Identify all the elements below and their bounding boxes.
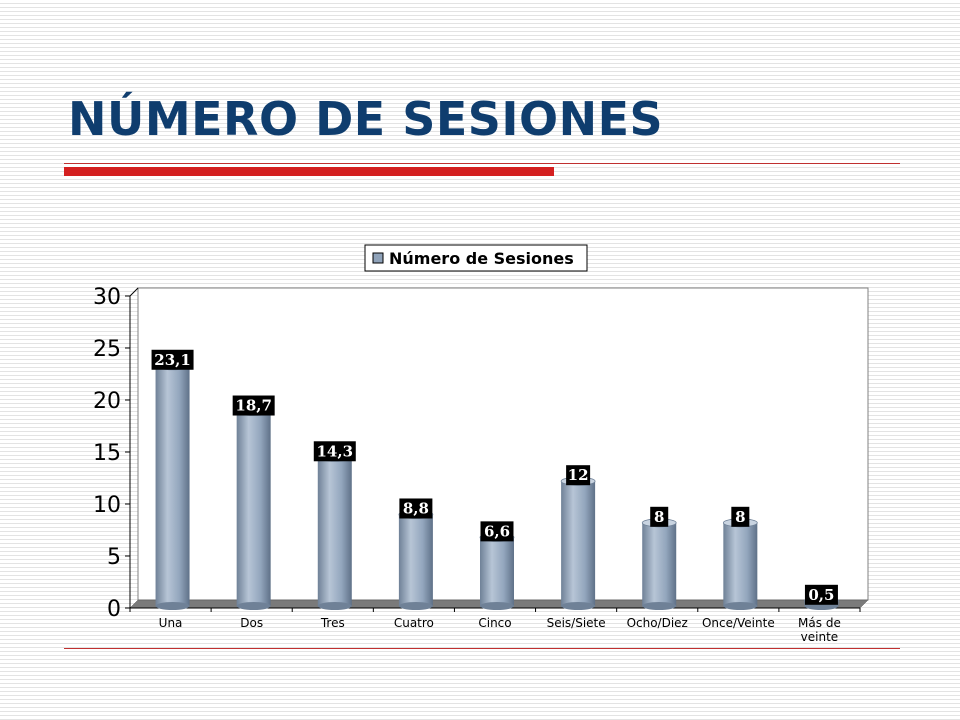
bar-body (561, 481, 596, 606)
bar-body (642, 522, 677, 606)
y-tick-label: 10 (93, 493, 121, 518)
data-label-bg (232, 395, 275, 416)
data-label: 14,3 (317, 442, 354, 460)
x-tick-label: Cuatro (394, 616, 434, 630)
data-label: 23,1 (154, 351, 191, 369)
data-label-bg (313, 441, 356, 462)
bar-base (642, 602, 677, 610)
x-tick-label: Once/Veinte (702, 616, 775, 630)
y-tick-label: 15 (93, 441, 121, 466)
title-divider-line (64, 163, 900, 164)
y-tick-label: 5 (107, 545, 121, 570)
data-label: 8 (735, 508, 745, 526)
bar-base (236, 602, 271, 610)
data-label-bg (566, 465, 591, 486)
x-tick-label: Más de (798, 616, 841, 630)
data-label: 12 (568, 466, 589, 484)
data-label: 18,7 (235, 397, 272, 415)
bar-base (155, 602, 190, 610)
bar-base (480, 602, 514, 610)
data-label-bg (480, 521, 514, 542)
x-tick-label: Cinco (478, 616, 511, 630)
bar-chart: Número de Sesiones 0 5 10 15 20 25 30 Una 23,1 Dos… (93, 244, 869, 644)
bar-base (317, 602, 352, 610)
bar-base (398, 602, 433, 610)
legend-label: Número de Sesiones (389, 249, 574, 268)
footer-divider-line (64, 648, 900, 649)
legend-swatch (372, 252, 384, 264)
bar-body (236, 411, 271, 606)
data-label-bg (731, 506, 750, 527)
data-label-bg (804, 584, 838, 605)
x-tick-label: Tres (320, 616, 345, 630)
y-tick-label: 30 (93, 285, 121, 310)
data-label: 8,8 (403, 499, 429, 517)
bar-body (398, 514, 433, 606)
bar-body (317, 457, 352, 606)
x-tick-label: Una (159, 616, 183, 630)
data-label-bg (399, 498, 433, 519)
legend-box (364, 244, 588, 272)
bar-base (723, 602, 758, 610)
y-tick-label: 0 (107, 597, 121, 622)
y-axis-depth-line (129, 287, 139, 297)
bar-body (480, 537, 514, 606)
bar-body (723, 522, 758, 606)
data-label: 8 (654, 508, 664, 526)
data-label-bg (650, 506, 669, 527)
x-tick-label: Ocho/Diez (627, 616, 688, 630)
bar-base (561, 602, 596, 610)
x-tick-label: veinte (801, 630, 839, 644)
data-label: 6,6 (484, 522, 510, 540)
data-label-bg (151, 349, 194, 370)
y-tick-label: 25 (93, 337, 121, 362)
slide-title: NÚMERO DE SESIONES (68, 92, 664, 146)
data-label: 0,5 (808, 586, 834, 604)
bar-body (155, 365, 190, 606)
title-accent-bar (64, 167, 554, 176)
x-tick-label: Dos (240, 616, 263, 630)
y-tick-label: 20 (93, 389, 121, 414)
x-tick-label: Seis/Siete (547, 616, 606, 630)
